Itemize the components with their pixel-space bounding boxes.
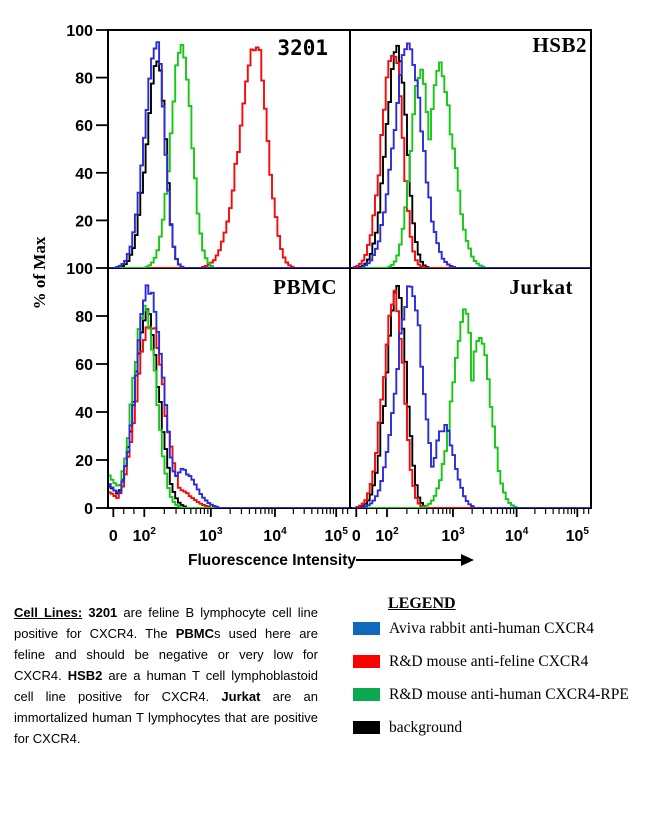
legend-row-blue: Aviva rabbit anti-human CXCR4 (353, 619, 629, 637)
legend-swatch-black-icon (353, 721, 380, 734)
y-tick-label: 20 (75, 453, 93, 470)
panel-3201-curves (109, 41, 349, 268)
panel-HSB2-curve-red (352, 54, 590, 268)
y-axis: 100 80 60 40 20 100 80 60 40 20 0 (66, 23, 107, 518)
legend-label-blue: Aviva rabbit anti-human CXCR4 (389, 619, 595, 637)
x-tick-label: 102 (133, 526, 157, 545)
panel-Jurkat-curve-red (352, 289, 590, 508)
caption-segment: are an immortalized human T lymphocytes … (14, 689, 318, 746)
x-axis: 0 102 103 104 105 0 102 103 104 105 (109, 509, 590, 545)
x-tick-label: 0 (352, 528, 361, 545)
x-tick-label: 105 (566, 526, 590, 545)
cell-lines-caption: Cell Lines: 3201 are feline B lymphocyte… (14, 602, 318, 749)
caption-segment: Cell Lines: (14, 605, 83, 620)
antibody-legend: LEGEND Aviva rabbit anti-human CXCR4 R&D… (353, 595, 629, 754)
x-tick-label: 103 (441, 526, 465, 545)
x-tick-label: 0 (109, 528, 118, 545)
legend-title: LEGEND (388, 595, 456, 612)
x-tick-label: 104 (505, 526, 529, 545)
panel-PBMC-curve-green (109, 304, 349, 508)
caption-segment: are a human T cell lymphoblastoid cell l… (14, 668, 318, 704)
panel-PBMC-curves (109, 284, 349, 508)
legend-label-red: R&D mouse anti-feline CXCR4 (389, 652, 589, 670)
y-axis-title: % of Max (30, 236, 49, 309)
panel-title-3201: 3201 (277, 36, 328, 60)
panel-title-Jurkat: Jurkat (509, 275, 573, 299)
x-tick-label: 103 (199, 526, 223, 545)
legend-label-green: R&D mouse anti-human CXCR4-RPE (389, 685, 629, 703)
caption-segment: 3201 (82, 605, 118, 620)
panel-borders (107, 29, 592, 509)
y-tick-label: 100 (66, 261, 93, 278)
panel-3201-curve-green (109, 44, 349, 268)
y-tick-label: 80 (75, 71, 93, 88)
caption-segment: Jurkat (221, 689, 261, 704)
panel-3201-curve-black (109, 60, 349, 268)
y-tick-label: 60 (75, 357, 93, 374)
legend-swatch-red-icon (353, 655, 380, 668)
panel-Jurkat-curve-black (352, 284, 590, 508)
panel-PBMC-curve-red (109, 325, 349, 508)
legend-swatch-blue-icon (353, 622, 380, 635)
x-axis-title: Fluorescence Intensity (188, 552, 356, 569)
x-axis-arrow-icon (356, 554, 474, 566)
x-tick-label: 105 (325, 526, 349, 545)
panel-PBMC-curve-blue (109, 284, 349, 508)
legend-label-background: background (389, 718, 463, 736)
x-tick-label: 104 (263, 526, 287, 545)
y-tick-label: 60 (75, 118, 93, 135)
legend-row-red: R&D mouse anti-feline CXCR4 (353, 652, 629, 670)
caption-segment: are feline B lymphocyte cell line positi… (14, 605, 318, 641)
legend-row-background: background (353, 718, 629, 736)
panel-title-PBMC: PBMC (273, 275, 337, 299)
legend-row-green: R&D mouse anti-human CXCR4-RPE (353, 685, 629, 703)
y-tick-label: 100 (66, 23, 93, 40)
panel-Jurkat-curve-green (352, 308, 590, 508)
y-tick-label: 80 (75, 309, 93, 326)
panel-Jurkat-curves (352, 284, 590, 508)
y-tick-label: 40 (75, 405, 93, 422)
x-tick-label: 102 (375, 526, 399, 545)
panel-HSB2-curve-blue (352, 42, 590, 268)
panel-HSB2-curves (352, 42, 590, 268)
legend-swatch-green-icon (353, 688, 380, 701)
y-tick-label: 0 (84, 501, 93, 518)
panel-PBMC-curve-black (109, 308, 349, 508)
panel-3201-curve-red (109, 46, 349, 268)
panel-title-HSB2: HSB2 (532, 33, 587, 57)
caption-segment: HSB2 (67, 668, 103, 683)
y-tick-label: 40 (75, 166, 93, 183)
caption-segment: PBMC (175, 626, 215, 641)
caption-segment: s used here are feline and should be neg… (14, 626, 318, 683)
panel-3201-curve-blue (109, 41, 349, 268)
panel-HSB2-curve-black (352, 44, 590, 268)
panel-HSB2-curve-green (352, 61, 590, 268)
y-tick-label: 20 (75, 213, 93, 230)
panel-Jurkat-curve-blue (352, 285, 590, 508)
